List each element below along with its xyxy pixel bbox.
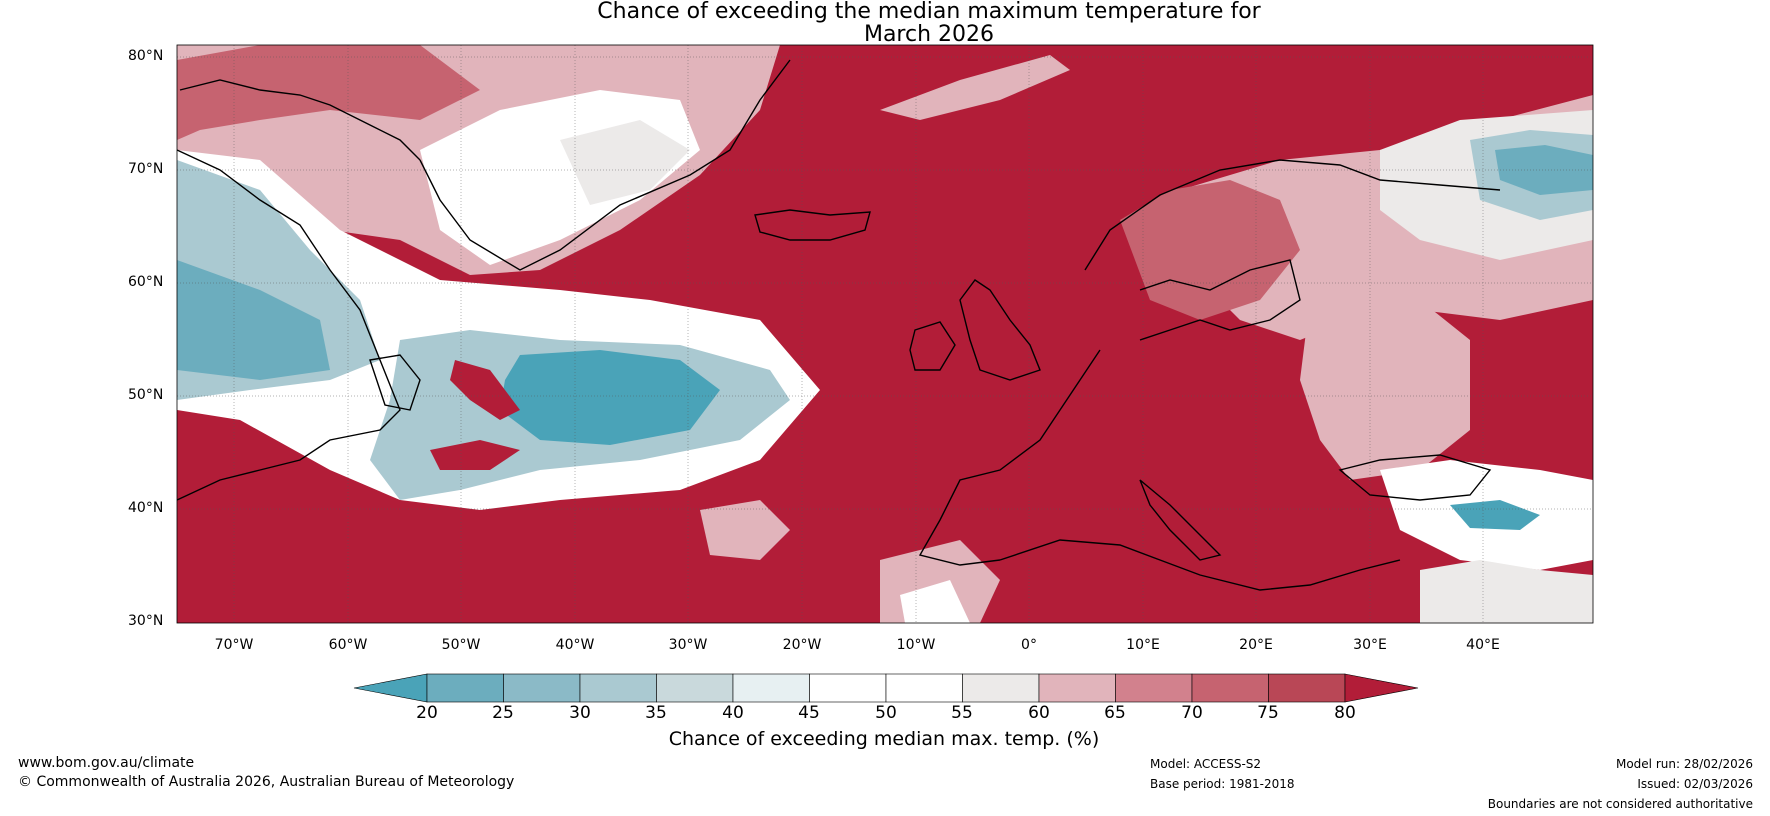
colorbar-segment xyxy=(962,673,1040,703)
colorbar-segment xyxy=(426,673,504,703)
coast-greenland-west xyxy=(179,79,421,161)
region-atlantic-warm-patch-south xyxy=(430,440,520,470)
colorbar-segment xyxy=(656,673,734,703)
coast-mediterranean xyxy=(999,539,1401,591)
colorbar-extend-low xyxy=(353,673,428,703)
coast-ireland xyxy=(909,321,956,371)
colorbar-segment xyxy=(732,673,810,703)
coast-italy xyxy=(1139,479,1222,561)
colorbar-tick-35: 35 xyxy=(645,703,667,723)
map-title: Chance of exceeding the median maximum t… xyxy=(0,0,1770,46)
region-greenland-light xyxy=(560,120,690,205)
colorbar-tick-75: 75 xyxy=(1257,703,1279,723)
coast-british-isles xyxy=(959,279,1041,381)
region-north-africa-white xyxy=(900,580,970,623)
colorbar-tick-60: 60 xyxy=(1028,703,1050,723)
colorbar-segment xyxy=(503,673,581,703)
colorbar-tick-30: 30 xyxy=(569,703,591,723)
region-north-atlantic-pink xyxy=(880,55,1070,120)
colorbar-segment xyxy=(1191,673,1269,703)
region-northeast-blue-core xyxy=(1495,145,1593,195)
coast-canada xyxy=(177,149,401,501)
lon-label-40e: 40°E xyxy=(1466,637,1500,653)
coast-black-sea xyxy=(1338,454,1492,501)
lat-label-70n: 70°N xyxy=(128,161,164,177)
footer-model: Model: ACCESS-S2 xyxy=(1150,757,1262,771)
map-frame xyxy=(176,44,1594,624)
colorbar-tick-20: 20 xyxy=(416,703,438,723)
lon-label-10w: 10°W xyxy=(896,637,936,653)
colorbar-segment xyxy=(1268,673,1346,703)
lon-label-50w: 50°W xyxy=(441,637,481,653)
region-northwest-rose xyxy=(177,45,480,140)
lon-label-30w: 30°W xyxy=(668,637,708,653)
colorbar-tick-50: 50 xyxy=(875,703,897,723)
map-field xyxy=(177,45,1593,623)
region-eastern-europe-pink xyxy=(1300,300,1470,480)
colorbar-segment xyxy=(579,673,657,703)
region-atlantic-blue-core xyxy=(500,350,720,445)
region-atlantic-warm-patch xyxy=(450,360,520,420)
coastlines xyxy=(177,59,1501,591)
lon-label-70w: 70°W xyxy=(214,637,254,653)
lon-label-40w: 40°W xyxy=(555,637,595,653)
colorbar-segment xyxy=(885,673,963,703)
lat-label-50n: 50°N xyxy=(128,387,164,403)
coast-europe-west xyxy=(918,349,1101,566)
lat-label-40n: 40°N xyxy=(128,500,164,516)
lon-label-20w: 20°W xyxy=(782,637,822,653)
region-atlantic-south-pink xyxy=(700,500,790,560)
footer-issued: Issued: 02/03/2026 xyxy=(1637,777,1753,791)
colorbar-tick-65: 65 xyxy=(1104,703,1126,723)
colorbar-tick-70: 70 xyxy=(1181,703,1203,723)
region-canada-blue xyxy=(177,260,330,380)
colorbar-tick-40: 40 xyxy=(722,703,744,723)
region-scandinavia-red xyxy=(1120,180,1300,320)
lat-label-60n: 60°N xyxy=(128,274,164,290)
map-title-line1: Chance of exceeding the median maximum t… xyxy=(597,0,1261,24)
colorbar-label: Chance of exceeding median max. temp. (%… xyxy=(668,728,1100,750)
colorbar-tick-80: 80 xyxy=(1334,703,1356,723)
lon-label-60w: 60°W xyxy=(328,637,368,653)
footer-base-period: Base period: 1981-2018 xyxy=(1150,777,1295,791)
coast-baltic xyxy=(1139,259,1301,341)
footer-disclaimer: Boundaries are not considered authoritat… xyxy=(1487,797,1753,811)
colorbar-tick-25: 25 xyxy=(492,703,514,723)
coast-newfoundland xyxy=(369,354,421,411)
lat-label-30n: 30°N xyxy=(128,613,164,629)
lat-label-80n: 80°N xyxy=(128,48,164,64)
colorbar-tick-55: 55 xyxy=(951,703,973,723)
lon-label-20e: 20°E xyxy=(1239,637,1273,653)
coast-iceland xyxy=(754,209,871,241)
footer-website[interactable]: www.bom.gov.au/climate xyxy=(18,755,195,771)
lon-label-30e: 30°E xyxy=(1353,637,1387,653)
footer-model-run: Model run: 28/02/2026 xyxy=(1615,757,1753,771)
gridlines xyxy=(177,45,1593,623)
colorbar-tick-45: 45 xyxy=(798,703,820,723)
lon-label-10e: 10°E xyxy=(1126,637,1160,653)
coast-scandinavia xyxy=(1084,159,1501,271)
colorbar-segment xyxy=(1115,673,1193,703)
region-caucasus-blue xyxy=(1450,500,1540,530)
region-middle-east-white xyxy=(1420,560,1593,623)
map-title-line2: March 2026 xyxy=(863,22,995,47)
colorbar-extend-high xyxy=(1344,673,1419,703)
colorbar-segment xyxy=(809,673,887,703)
lon-label-0: 0° xyxy=(1021,637,1037,653)
footer-copyright: © Commonwealth of Australia 2026, Austra… xyxy=(18,774,515,790)
coast-greenland xyxy=(419,59,791,271)
colorbar-segment xyxy=(1038,673,1116,703)
